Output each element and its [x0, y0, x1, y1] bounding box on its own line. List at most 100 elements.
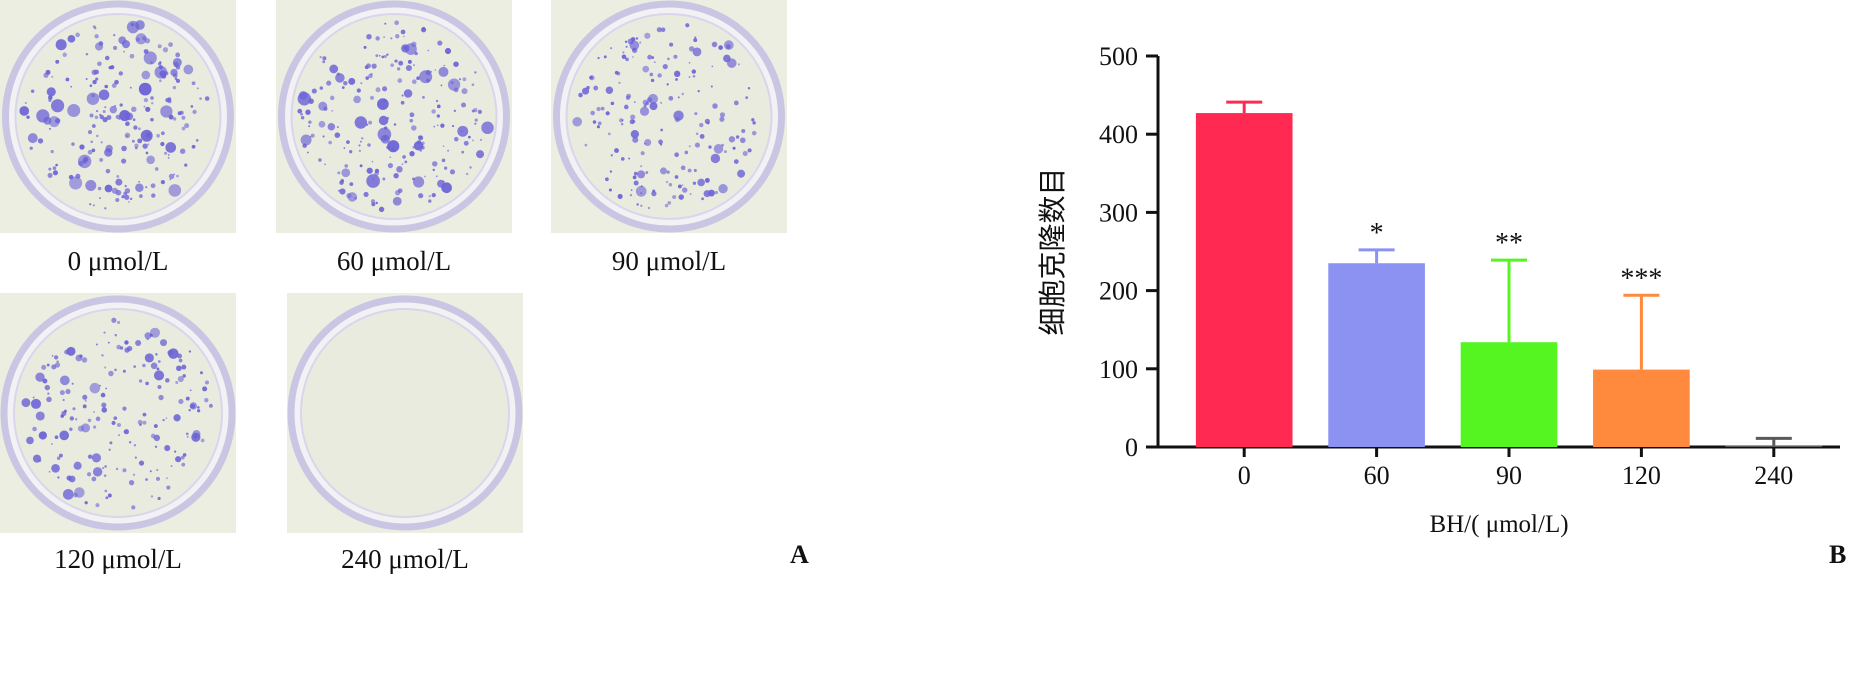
colony-dot — [111, 83, 117, 88]
colony-dot — [29, 146, 33, 150]
colony-dot — [386, 53, 389, 56]
colony-dot — [397, 188, 403, 194]
colony-dot — [123, 50, 125, 53]
colony-dot — [308, 120, 312, 124]
colony-dot — [32, 396, 35, 399]
colony-dot — [328, 140, 332, 145]
colony-dot — [651, 56, 655, 59]
colony-dot — [84, 501, 88, 505]
colony-dot — [434, 69, 437, 71]
colony-dot — [668, 95, 674, 101]
colony-dot — [104, 84, 109, 89]
plate-label-120: 120 μmol/L — [54, 544, 182, 574]
colony-dot — [107, 341, 110, 344]
colony-dot — [438, 66, 449, 77]
colony-dot — [593, 85, 599, 91]
colony-dot — [95, 343, 98, 346]
colony-dot — [412, 177, 416, 181]
colony-dot — [411, 125, 417, 131]
colony-dot — [338, 189, 340, 192]
colony-dot — [625, 57, 629, 62]
colony-dot — [190, 403, 196, 409]
colony-dot — [432, 168, 435, 172]
colony-dot — [56, 456, 61, 461]
colony-dot — [167, 349, 174, 356]
colony-dot — [375, 36, 380, 41]
colony-dot — [617, 193, 623, 199]
colony-dot — [92, 467, 103, 477]
colony-dot — [156, 468, 159, 472]
colony-dot — [181, 115, 186, 120]
colony-dot — [79, 144, 85, 150]
colony-dot — [640, 151, 645, 156]
colony-dot — [121, 145, 127, 152]
colony-dot — [125, 135, 128, 138]
colony-dot — [105, 168, 111, 174]
colony-dot — [747, 87, 751, 90]
colony-dot — [119, 346, 124, 350]
colony-dot — [318, 158, 322, 162]
colony-dot — [387, 140, 400, 153]
colony-dot — [633, 171, 638, 176]
colony-dot — [360, 82, 363, 85]
colony-dot — [97, 61, 102, 67]
colony-dot — [629, 194, 633, 197]
colony-dot — [199, 371, 203, 375]
plate-label-240: 240 μmol/L — [341, 544, 469, 574]
colony-dot — [69, 427, 73, 432]
colony-dot — [91, 453, 102, 463]
colony-dot — [125, 121, 130, 127]
colony-dot — [403, 46, 408, 50]
colony-dot — [404, 160, 408, 164]
colony-dot — [204, 380, 209, 385]
colony-dot — [48, 167, 52, 171]
colony-dot — [392, 196, 402, 206]
colony-dot — [123, 430, 126, 433]
colony-dot — [708, 145, 712, 149]
colony-dot — [418, 193, 424, 199]
colony-dot — [674, 70, 681, 77]
colony-dot — [688, 145, 691, 148]
colony-dot — [589, 75, 595, 81]
colony-dot — [162, 47, 169, 53]
dish-well — [565, 13, 773, 220]
colony-dot — [71, 142, 75, 146]
colony-dot — [431, 109, 436, 114]
y-tick-label: 200 — [1099, 277, 1138, 306]
colony-dot — [156, 367, 160, 371]
colony-dot — [93, 411, 95, 413]
colony-dot — [173, 414, 181, 422]
colony-dot — [38, 459, 42, 463]
colony-dot — [159, 61, 162, 64]
colony-dot — [440, 84, 443, 87]
plate-120-dish — [0, 293, 236, 533]
colony-dot — [739, 137, 746, 144]
colony-dot — [624, 40, 628, 43]
colony-dot — [713, 144, 724, 154]
panel-letter-b: B — [1829, 540, 1847, 569]
colony-dot — [632, 136, 639, 143]
colony-dot — [635, 37, 639, 40]
colony-dot — [102, 466, 105, 470]
colony-dot — [359, 164, 363, 168]
x-tick-label-0: 0 — [1238, 461, 1251, 490]
colony-dot — [578, 92, 583, 98]
colony-dot — [465, 172, 469, 176]
colony-dot — [174, 77, 178, 81]
colony-dot — [335, 73, 345, 83]
colony-dot — [169, 178, 172, 181]
colony-dot — [609, 170, 613, 173]
x-tick-label-240: 240 — [1754, 461, 1793, 490]
colony-dot — [124, 112, 129, 117]
colony-dot — [682, 187, 688, 193]
bar-240 — [1725, 445, 1823, 447]
colony-dot — [153, 370, 165, 381]
colony-dot — [84, 399, 87, 402]
colony-dot — [412, 146, 415, 149]
colony-dot — [430, 70, 433, 73]
colony-dot — [645, 101, 649, 106]
colony-dot — [111, 317, 117, 323]
colony-dot — [695, 132, 699, 136]
colony-dot — [607, 132, 611, 136]
colony-dot — [81, 357, 88, 363]
